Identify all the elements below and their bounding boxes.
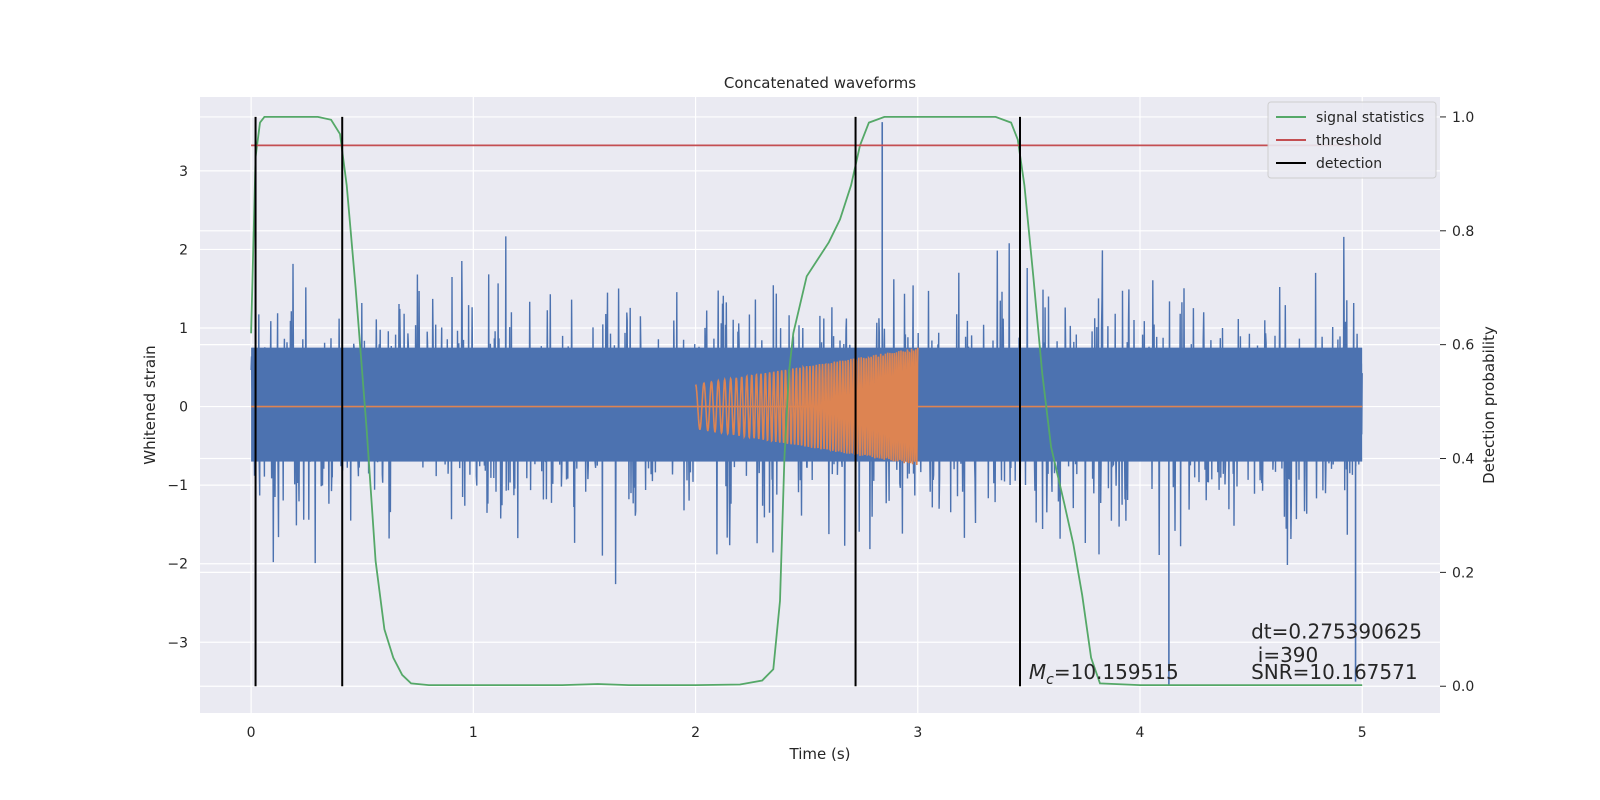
detection-lines [254,116,1021,687]
y2-tick-label: 0.8 [1452,224,1474,240]
y-tick-label: −3 [167,635,188,651]
legend-box [1267,101,1437,179]
x-tick-label: 4 [1136,725,1145,741]
y-tick-label: −1 [167,478,188,494]
signal-statistics-line [250,116,1363,686]
legend-label: signal statistics [1316,110,1424,126]
legend-label: threshold [1316,133,1382,149]
y-tick-label: 0 [179,400,188,416]
y-tick-label: 3 [179,164,188,180]
axis-ticks: 0 1 2 3 4 5 −3 −2 −1 0 1 2 3 0.0 0.2 0.4 0.6 0.8 1.0 [167,110,1474,741]
x-axis-label: Time (s) [789,745,851,763]
legend: signal statistics threshold detection [1267,101,1437,179]
injection-chirp [694,347,919,466]
y2-tick-label: 0.2 [1452,565,1474,581]
annotation-text: dt=0.275390625 [1251,619,1422,643]
noise-core-band [251,347,1363,462]
annotation-text: SNR=10.167571 [1251,660,1417,684]
y-tick-label: 2 [179,242,188,258]
x-tick-label: 0 [247,725,256,741]
annotation-text: Mc=10.159515 [1029,660,1179,688]
line-series [250,116,1363,686]
y2-tick-label: 0.0 [1452,679,1474,695]
x-tick-label: 5 [1358,725,1367,741]
x-tick-label: 3 [913,725,922,741]
injection-series [251,347,1363,466]
y2-tick-label: 0.6 [1452,338,1474,354]
legend-label: detection [1316,156,1382,172]
x-tick-label: 2 [691,725,700,741]
x-tick-label: 1 [469,725,478,741]
y2-axis-label: Detection probability [1480,326,1498,484]
y-tick-label: −2 [167,557,188,573]
y2-tick-label: 0.4 [1452,452,1474,468]
y-tick-label: 1 [179,321,188,337]
y-axis-label: Whitened strain [141,345,159,464]
chart-title: Concatenated waveforms [724,74,916,92]
y2-tick-label: 1.0 [1452,110,1474,126]
annotation-text: i=390 [1258,643,1319,667]
